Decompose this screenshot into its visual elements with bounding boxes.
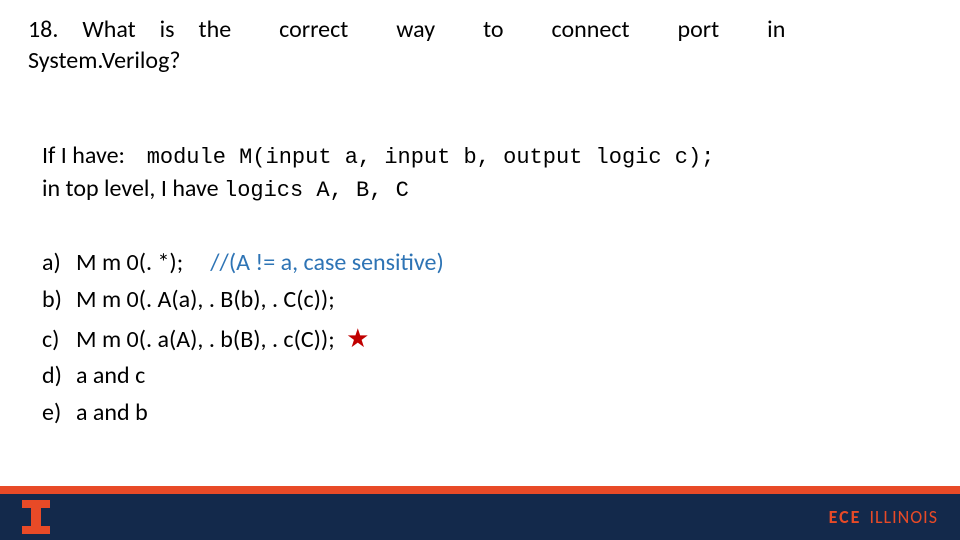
slide: 18. What is the correct way to connect p… — [0, 0, 960, 540]
choice-row: a) M m 0(. *); //(A != a, case sensitive… — [42, 246, 922, 281]
choice-text-main: M m 0(. a(A), . b(B), . c(C)); — [76, 325, 335, 354]
illinois-i-logo-icon — [22, 500, 50, 534]
choice-text: M m 0(. a(A), . b(B), . c(C)); ★ — [76, 320, 369, 358]
choice-text: M m 0(. *); //(A != a, case sensitive) — [76, 246, 444, 281]
ece-illinois-label: ECE ILLINOIS — [829, 506, 938, 528]
choice-row: d) a and c — [42, 359, 922, 394]
choice-letter: c) — [42, 323, 76, 358]
logo-bar — [22, 500, 50, 508]
choice-row: e) a and b — [42, 396, 922, 431]
choice-letter: e) — [42, 396, 76, 431]
choice-text: a and c — [76, 359, 145, 394]
stem-line-2: in top level, I have logics A, B, C — [42, 173, 922, 206]
choice-letter: d) — [42, 359, 76, 394]
choice-text: a and b — [76, 396, 148, 431]
choice-row: b) M m 0(. A(a), . B(b), . C(c)); — [42, 283, 922, 318]
logo-bar — [31, 508, 41, 526]
choice-text-main: M m 0(. *); — [76, 248, 183, 277]
choice-letter: b) — [42, 283, 76, 318]
logo-bar — [22, 526, 50, 534]
question-text: 18. What is the correct way to connect p… — [28, 14, 808, 76]
question-line-2: System.Verilog? — [28, 45, 808, 76]
footer-bar: ECE ILLINOIS — [0, 494, 960, 540]
stem-module-code: module M(input a, input b, output logic … — [147, 145, 715, 170]
answer-choices: a) M m 0(. *); //(A != a, case sensitive… — [42, 246, 922, 433]
star-icon: ★ — [346, 322, 369, 354]
ece-rest: ILLINOIS — [869, 506, 938, 528]
choice-comment: //(A != a, case sensitive) — [210, 248, 443, 277]
stem-toplevel-prefix: in top level, I have — [42, 174, 224, 203]
choice-letter: a) — [42, 246, 76, 281]
footer-stripe — [0, 486, 960, 494]
stem-toplevel-code: logics A, B, C — [224, 178, 409, 203]
ece-bold: ECE — [829, 506, 862, 528]
stem-have-prefix: If I have: — [42, 141, 125, 170]
stem-line-1: If I have: module M(input a, input b, ou… — [42, 140, 922, 173]
question-stem: If I have: module M(input a, input b, ou… — [42, 140, 922, 205]
question-line-1: 18. What is the correct way to connect p… — [28, 14, 808, 45]
choice-row: c) M m 0(. a(A), . b(B), . c(C)); ★ — [42, 320, 922, 358]
choice-text: M m 0(. A(a), . B(b), . C(c)); — [76, 283, 335, 318]
